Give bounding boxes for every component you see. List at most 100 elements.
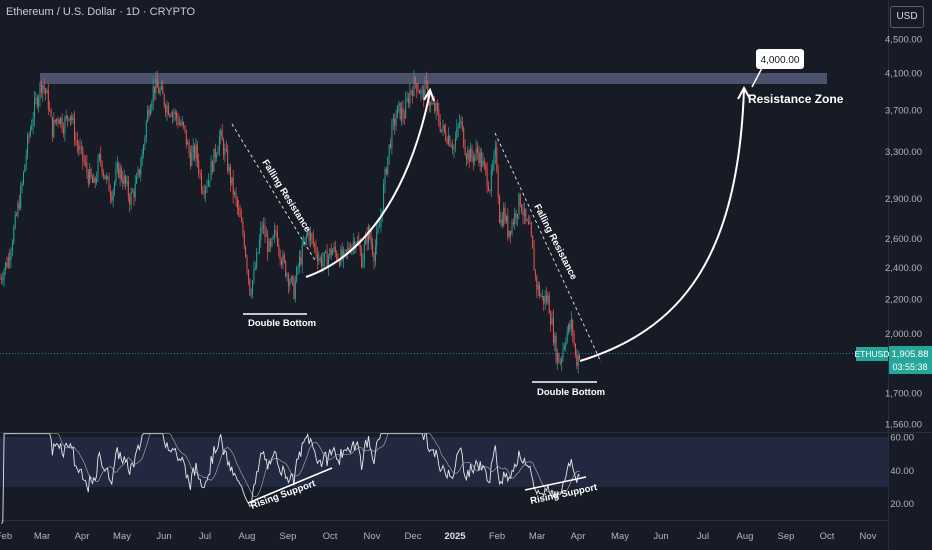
candle-body <box>414 77 416 84</box>
candle-body <box>385 168 387 174</box>
rsi-line <box>1 432 580 524</box>
candle-body <box>253 269 255 281</box>
candle-body <box>326 251 328 267</box>
candle-body <box>401 108 403 120</box>
candle-body <box>104 175 106 179</box>
candle-body <box>74 118 75 140</box>
candle-body <box>205 187 207 194</box>
candle-body <box>377 227 379 232</box>
candle-body <box>441 129 443 131</box>
candle-body <box>477 148 478 153</box>
candle-body <box>129 196 131 205</box>
candle-body <box>479 152 481 163</box>
candle-body <box>85 162 87 164</box>
target-callout-box <box>756 49 804 69</box>
candle-body <box>300 257 302 265</box>
candle-body <box>201 173 202 191</box>
candle-body <box>223 140 225 156</box>
candle-body <box>133 191 135 198</box>
candle-body <box>261 227 263 229</box>
candle-body <box>260 227 262 240</box>
candle-body <box>412 91 414 96</box>
candle-body <box>206 186 208 188</box>
symbol-tag <box>856 347 888 361</box>
candle-body <box>151 102 153 110</box>
candle-body <box>548 295 550 314</box>
candle-body <box>497 170 499 197</box>
candle-body <box>242 221 244 234</box>
price-axis-tick: 1,700.00 <box>885 388 922 399</box>
candle-body <box>481 152 483 167</box>
candle-body <box>398 103 400 106</box>
time-axis-tick: Dec <box>405 531 422 542</box>
candle-body <box>442 125 444 130</box>
time-axis-tick: May <box>611 531 629 542</box>
candle-body <box>348 247 350 251</box>
candle-body <box>115 169 117 183</box>
time-axis-tick: Oct <box>820 531 835 542</box>
candle-body <box>539 285 541 296</box>
candle-body <box>27 135 29 156</box>
candle-body <box>18 203 20 209</box>
candle-body <box>40 84 42 93</box>
candle-body <box>155 79 157 93</box>
price-axis-tick: 3,300.00 <box>885 147 922 158</box>
candle-body <box>390 144 391 148</box>
candle-body <box>10 251 12 260</box>
candle-body <box>448 136 449 144</box>
candle-body <box>122 179 124 185</box>
candle-body <box>80 146 82 148</box>
candle-body <box>354 241 356 249</box>
candle-body <box>510 230 512 234</box>
candle-body <box>569 324 571 329</box>
currency-button[interactable]: USD <box>890 6 924 28</box>
candle-body <box>464 146 466 155</box>
candle-body <box>34 99 35 119</box>
price-axis-tick: 2,400.00 <box>885 263 922 274</box>
candle-body <box>254 267 256 270</box>
candle-body <box>533 248 535 271</box>
candle-body <box>551 318 553 325</box>
candle-body <box>101 161 103 173</box>
candle-body <box>152 86 154 103</box>
candle-body <box>435 103 437 112</box>
candle-body <box>20 186 22 209</box>
target-callout-text: 4,000.00 <box>761 55 800 66</box>
candle-body <box>478 152 480 163</box>
candle-body <box>6 262 8 268</box>
candle-body <box>39 84 41 99</box>
candle-body <box>459 122 460 126</box>
price-axis-tick: 3,700.00 <box>885 106 922 117</box>
candle-body <box>296 267 298 282</box>
double-bottom-label-1: Double Bottom <box>248 318 316 329</box>
candle-body <box>431 103 433 105</box>
candle-body <box>123 175 125 185</box>
candle-body <box>174 112 176 114</box>
time-axis-tick: Jun <box>156 531 171 542</box>
candle-body <box>278 245 280 251</box>
candle-body <box>383 184 385 211</box>
candle-body <box>250 293 252 295</box>
candle-body <box>511 222 513 234</box>
candle-body <box>499 196 501 223</box>
candle-body <box>145 121 147 138</box>
candle-body <box>265 235 267 237</box>
candle-body <box>3 270 5 280</box>
candle-body <box>274 230 276 236</box>
candle-body <box>54 119 56 123</box>
candle-body <box>76 140 78 146</box>
candle-body <box>275 230 277 232</box>
candle-body <box>536 276 538 290</box>
candle-body <box>180 123 182 125</box>
candle-body <box>243 233 245 247</box>
candle-body <box>457 125 459 128</box>
price-axis-tick: 2,200.00 <box>885 295 922 306</box>
price-axis-tick: 4,100.00 <box>885 68 922 79</box>
candle-body <box>573 333 575 344</box>
candle-body <box>294 281 296 299</box>
candle-body <box>86 162 88 173</box>
candle-body <box>530 222 532 236</box>
candle-body <box>489 190 491 192</box>
candle-body <box>577 355 579 367</box>
candle-body <box>522 212 524 216</box>
